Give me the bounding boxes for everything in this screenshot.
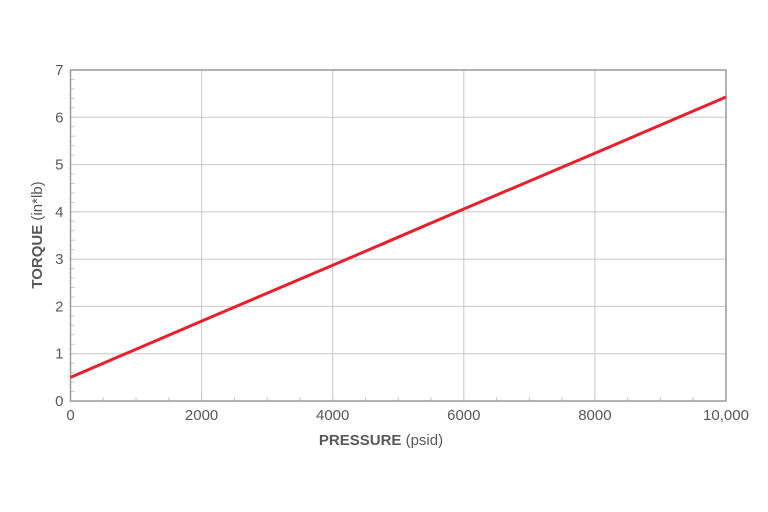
y-tick-label: 6 <box>55 109 63 126</box>
x-axis-title-main: PRESSURE <box>319 432 402 449</box>
y-tick-label: 2 <box>55 298 63 315</box>
x-tick-label: 10,000 <box>703 407 749 424</box>
x-tick-label: 6000 <box>447 407 480 424</box>
grid-lines <box>70 70 726 401</box>
y-tick-label: 1 <box>55 346 63 363</box>
x-axis-title: PRESSURE (psid) <box>319 432 443 449</box>
y-axis-title-main: TORQUE <box>29 225 46 289</box>
y-tick-label: 7 <box>55 62 63 79</box>
x-tick-label: 8000 <box>578 407 611 424</box>
x-axis-title-unit: (psid) <box>401 432 443 449</box>
x-tick-label: 0 <box>66 407 74 424</box>
x-tick-labels: 0 2000 4000 6000 8000 10,000 <box>66 407 749 424</box>
y-tick-label: 0 <box>55 393 63 410</box>
y-axis-title-unit: (in*lb) <box>29 181 46 224</box>
minor-ticks <box>70 69 727 402</box>
x-tick-label: 2000 <box>185 407 218 424</box>
y-axis-title: TORQUE (in*lb) <box>29 181 46 288</box>
y-tick-labels: 0 1 2 3 4 5 6 7 <box>55 62 63 410</box>
x-tick-label: 4000 <box>316 407 349 424</box>
plot-frame <box>69 69 727 402</box>
y-tick-label: 4 <box>55 204 63 221</box>
torque-line <box>69 95 727 379</box>
y-tick-label: 3 <box>55 251 63 268</box>
y-tick-label: 5 <box>55 157 63 174</box>
